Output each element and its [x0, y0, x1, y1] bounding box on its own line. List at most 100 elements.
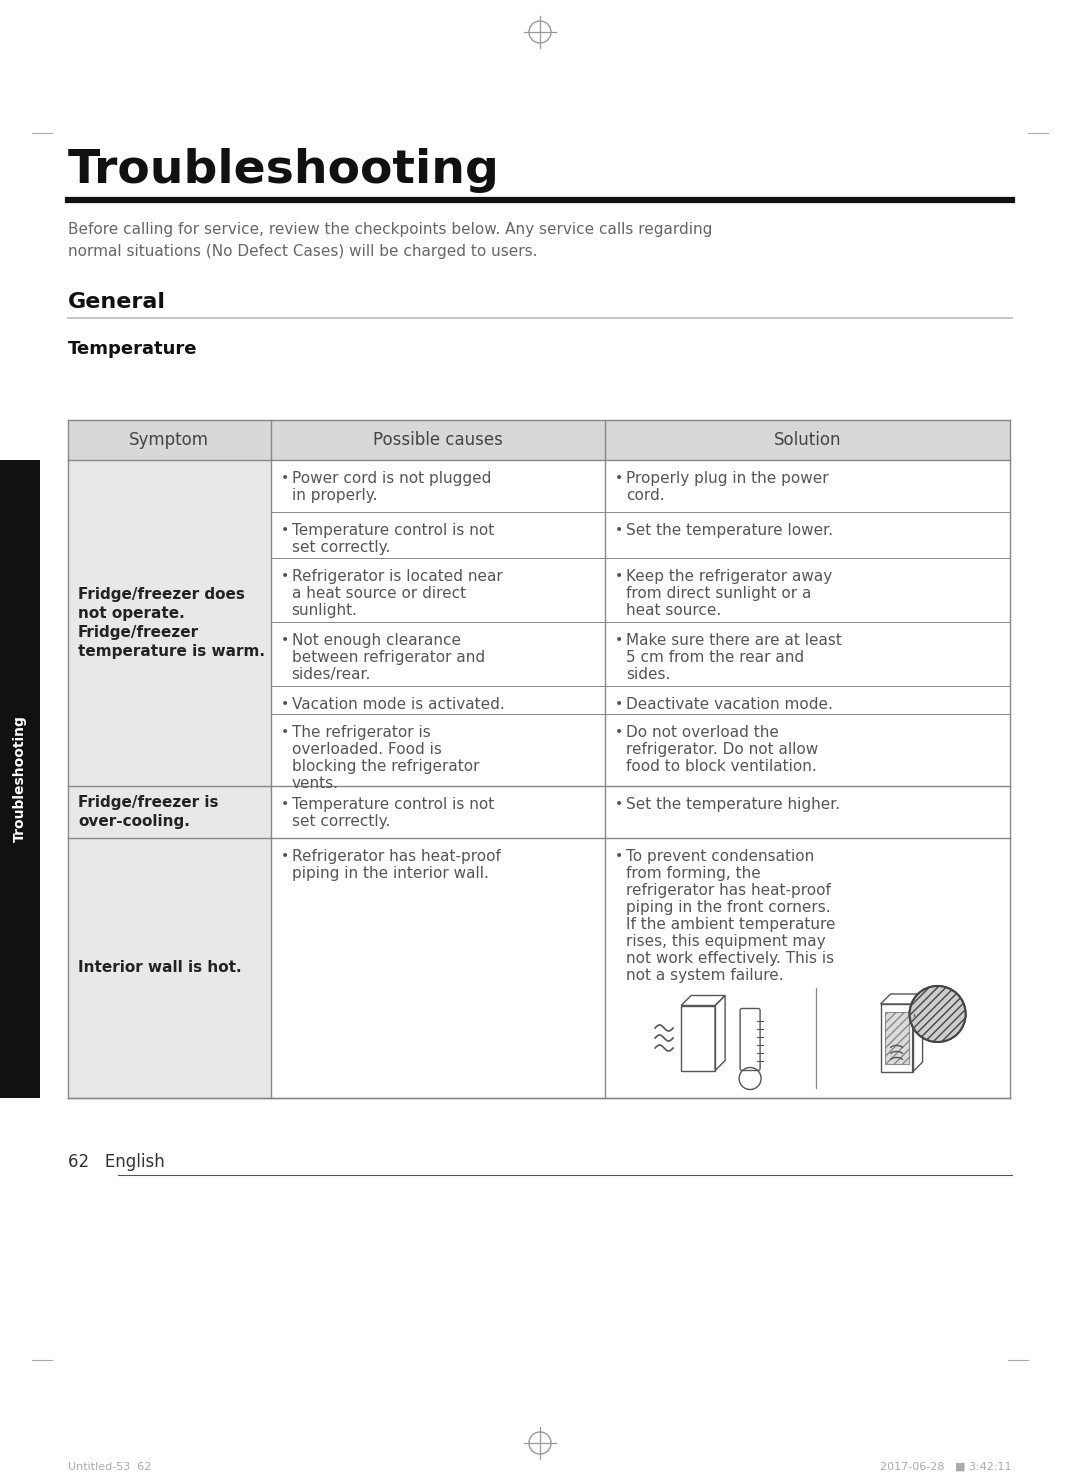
Bar	[605, 787, 1010, 838]
Text: Keep the refrigerator away: Keep the refrigerator away	[626, 570, 833, 584]
Bar	[270, 838, 605, 1098]
Bar	[68, 787, 270, 838]
Text: 2017-06-28   ■ 3:42:11: 2017-06-28 ■ 3:42:11	[880, 1463, 1012, 1472]
Bar	[68, 421, 1010, 461]
Bar	[605, 714, 1010, 787]
Text: normal situations (No Defect Cases) will be charged to users.: normal situations (No Defect Cases) will…	[68, 244, 538, 258]
Text: set correctly.: set correctly.	[292, 813, 390, 830]
Circle shape	[909, 986, 966, 1042]
Text: Deactivate vacation mode.: Deactivate vacation mode.	[626, 697, 833, 711]
Text: in properly.: in properly.	[292, 489, 377, 503]
Text: Set the temperature higher.: Set the temperature higher.	[626, 797, 840, 812]
Text: •: •	[615, 697, 623, 711]
Bar	[605, 838, 1010, 1098]
Text: •: •	[615, 797, 623, 810]
Bar	[0, 461, 40, 1098]
Bar	[605, 461, 1010, 512]
Text: •: •	[615, 471, 623, 486]
Text: Troubleshooting: Troubleshooting	[68, 148, 500, 193]
Bar	[880, 1004, 913, 1072]
Bar	[68, 461, 270, 787]
Text: set correctly.: set correctly.	[292, 540, 390, 555]
Circle shape	[909, 986, 966, 1042]
Text: Not enough clearance: Not enough clearance	[292, 633, 460, 648]
Text: a heat source or direct: a heat source or direct	[292, 586, 465, 601]
Text: •: •	[281, 725, 288, 739]
Text: •: •	[615, 570, 623, 583]
Bar	[270, 621, 605, 686]
Text: between refrigerator and: between refrigerator and	[292, 649, 485, 666]
Text: •: •	[281, 523, 288, 537]
Text: Refrigerator is located near: Refrigerator is located near	[292, 570, 502, 584]
Text: temperature is warm.: temperature is warm.	[78, 644, 265, 658]
Text: •: •	[281, 633, 288, 646]
Text: 62   English: 62 English	[68, 1153, 165, 1170]
Text: •: •	[281, 797, 288, 810]
Text: Untitled-53  62: Untitled-53 62	[68, 1463, 151, 1472]
Bar	[270, 461, 605, 512]
Text: Interior wall is hot.: Interior wall is hot.	[78, 961, 242, 976]
Text: Temperature control is not: Temperature control is not	[292, 523, 494, 537]
Text: Fridge/freezer does: Fridge/freezer does	[78, 587, 245, 602]
Text: •: •	[615, 849, 623, 863]
Text: •: •	[615, 523, 623, 537]
Text: blocking the refrigerator: blocking the refrigerator	[292, 759, 480, 773]
Bar	[270, 714, 605, 787]
Text: refrigerator has heat-proof: refrigerator has heat-proof	[626, 883, 831, 897]
Text: Temperature control is not: Temperature control is not	[292, 797, 494, 812]
Text: •: •	[615, 725, 623, 739]
Text: •: •	[281, 849, 288, 863]
Text: To prevent condensation: To prevent condensation	[626, 849, 814, 863]
Text: vents.: vents.	[292, 776, 338, 791]
Text: piping in the front corners.: piping in the front corners.	[626, 900, 831, 915]
Bar	[605, 558, 1010, 621]
Text: Possible causes: Possible causes	[373, 431, 502, 449]
Text: Power cord is not plugged: Power cord is not plugged	[292, 471, 491, 486]
Text: rises, this equipment may: rises, this equipment may	[626, 934, 825, 949]
Bar	[605, 621, 1010, 686]
Text: The refrigerator is: The refrigerator is	[292, 725, 430, 739]
Bar	[270, 512, 605, 558]
Text: Properly plug in the power: Properly plug in the power	[626, 471, 828, 486]
Text: •: •	[281, 570, 288, 583]
Text: •: •	[281, 697, 288, 711]
Text: •: •	[281, 471, 288, 486]
Text: overloaded. Food is: overloaded. Food is	[292, 742, 442, 757]
Text: Refrigerator has heat-proof: Refrigerator has heat-proof	[292, 849, 500, 863]
Text: refrigerator. Do not allow: refrigerator. Do not allow	[626, 742, 819, 757]
Text: Vacation mode is activated.: Vacation mode is activated.	[292, 697, 504, 711]
Text: Symptom: Symptom	[130, 431, 210, 449]
Text: Before calling for service, review the checkpoints below. Any service calls rega: Before calling for service, review the c…	[68, 221, 713, 238]
Text: from forming, the: from forming, the	[626, 866, 760, 881]
Text: Fridge/freezer: Fridge/freezer	[78, 624, 199, 641]
Text: sides/rear.: sides/rear.	[292, 667, 370, 682]
Text: piping in the interior wall.: piping in the interior wall.	[292, 866, 488, 881]
Text: Troubleshooting: Troubleshooting	[13, 716, 27, 843]
Bar	[270, 686, 605, 714]
Bar	[68, 838, 270, 1098]
Bar	[605, 512, 1010, 558]
Text: General: General	[68, 292, 166, 311]
Bar	[270, 558, 605, 621]
Bar	[270, 787, 605, 838]
Text: 5 cm from the rear and: 5 cm from the rear and	[626, 649, 805, 666]
Text: not work effectively. This is: not work effectively. This is	[626, 951, 834, 965]
Text: cord.: cord.	[626, 489, 664, 503]
Text: heat source.: heat source.	[626, 604, 721, 618]
Text: Set the temperature lower.: Set the temperature lower.	[626, 523, 833, 537]
Text: Fridge/freezer is: Fridge/freezer is	[78, 796, 218, 810]
Text: Make sure there are at least: Make sure there are at least	[626, 633, 841, 648]
Text: Temperature: Temperature	[68, 339, 198, 359]
Text: over-cooling.: over-cooling.	[78, 813, 190, 830]
Text: If the ambient temperature: If the ambient temperature	[626, 917, 836, 931]
Text: sides.: sides.	[626, 667, 671, 682]
Bar	[605, 686, 1010, 714]
Bar	[885, 1013, 908, 1064]
Text: from direct sunlight or a: from direct sunlight or a	[626, 586, 811, 601]
Text: Solution: Solution	[773, 431, 841, 449]
Text: not a system failure.: not a system failure.	[626, 968, 784, 983]
Text: Do not overload the: Do not overload the	[626, 725, 779, 739]
Text: not operate.: not operate.	[78, 607, 185, 621]
Text: food to block ventilation.: food to block ventilation.	[626, 759, 816, 773]
Text: •: •	[615, 633, 623, 646]
